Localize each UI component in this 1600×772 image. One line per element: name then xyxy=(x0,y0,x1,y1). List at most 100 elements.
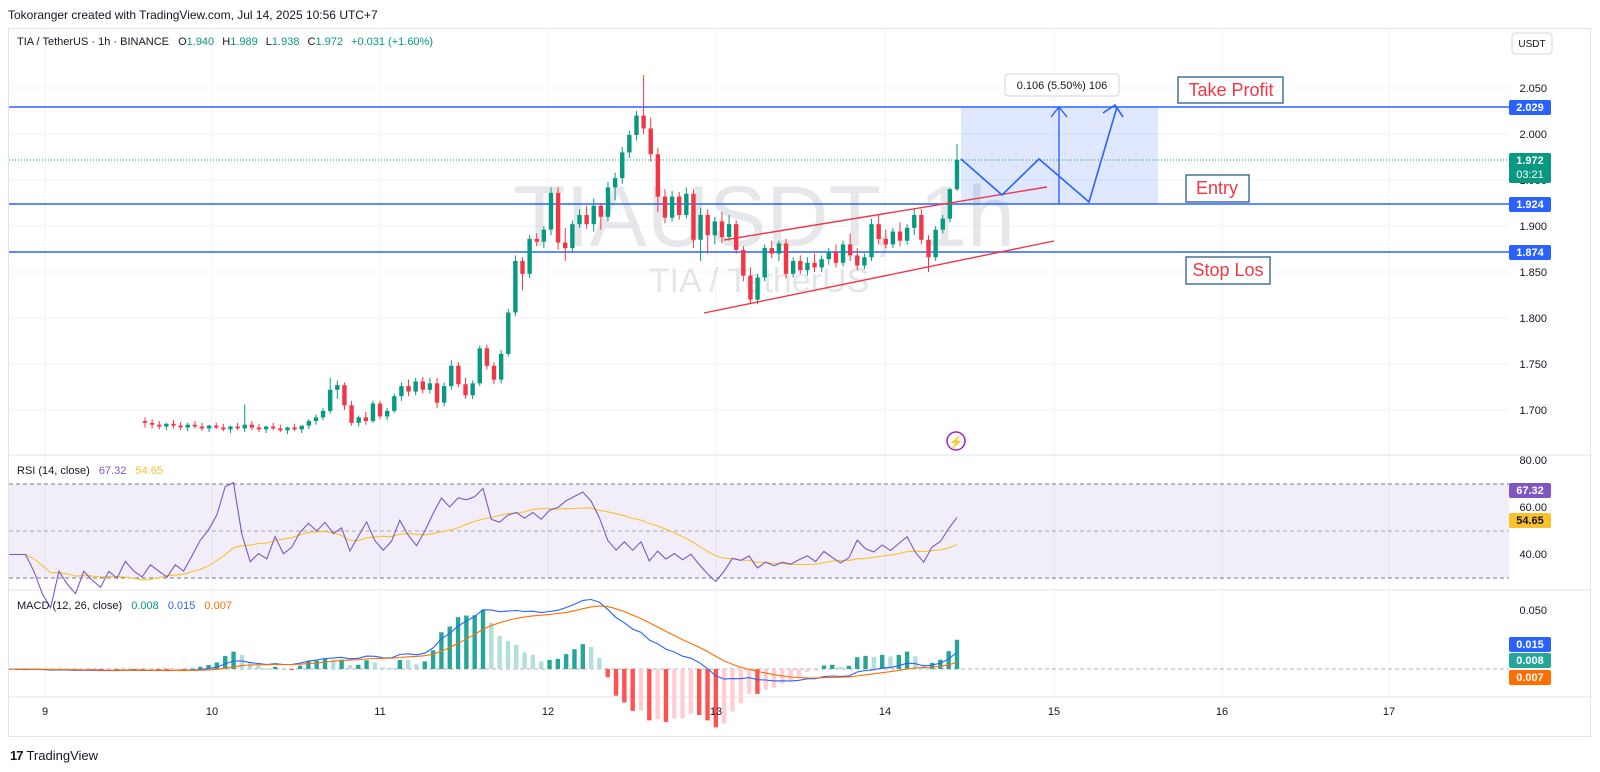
candle-body xyxy=(149,422,155,425)
candle-body xyxy=(769,248,775,254)
macd-histogram-bar xyxy=(672,669,677,719)
candle-body xyxy=(206,425,212,429)
rsi-line xyxy=(9,481,958,610)
macd-histogram-bar xyxy=(697,669,702,716)
take-profit-badge-text: 2.029 xyxy=(1516,102,1544,114)
candle-body xyxy=(933,229,938,258)
stop-loss-box[interactable] xyxy=(1185,256,1271,285)
macd-title: MACD (12, 26, close) 0.008 0.015 0.007 xyxy=(17,600,232,612)
macd-histogram-bar xyxy=(580,644,585,669)
candle-body xyxy=(463,384,468,396)
candle-body xyxy=(249,424,255,428)
rsi-ma-line xyxy=(9,507,958,581)
candles xyxy=(142,75,960,434)
time-tick-label: 15 xyxy=(1048,706,1060,718)
candle-body xyxy=(819,259,824,268)
candle-body xyxy=(271,426,276,429)
rsi-axis-80: 80.00 xyxy=(1519,455,1547,467)
candle-body xyxy=(142,421,148,423)
candle-body xyxy=(185,424,190,428)
time-tick-label: 13 xyxy=(710,706,722,718)
time-axis[interactable]: 9 10 11 12 13 14 15 16 17 xyxy=(42,706,1395,718)
candle-body xyxy=(456,365,461,385)
macd-histogram-bar xyxy=(954,639,960,669)
candle-body xyxy=(733,224,739,250)
candle-body xyxy=(548,192,554,230)
candle-body xyxy=(648,128,653,155)
candle-body xyxy=(605,187,611,217)
macd-histogram-bar xyxy=(123,669,128,670)
candle-body xyxy=(349,405,354,423)
candle-body xyxy=(798,260,803,271)
candle-body xyxy=(377,403,383,417)
macd-histogram-bar xyxy=(356,664,361,669)
candle-body xyxy=(705,214,710,236)
candle-body xyxy=(620,152,625,179)
macd-histogram-bar xyxy=(796,669,802,678)
macd-histogram-bar xyxy=(464,615,469,669)
take-profit-box[interactable] xyxy=(1177,76,1284,104)
chart-credit: Tokoranger created with TradingView.com,… xyxy=(8,8,378,22)
candle-body xyxy=(919,214,924,240)
candle-body xyxy=(520,260,525,274)
macd-histogram-bar xyxy=(256,665,261,669)
macd-histogram-bar xyxy=(364,660,369,669)
macd-histogram-bar xyxy=(405,660,411,669)
macd-histogram-bar xyxy=(630,669,635,711)
macd-histogram-bar xyxy=(214,662,220,669)
macd-histogram-bar xyxy=(705,669,710,721)
candle-body xyxy=(627,134,632,153)
macd-histogram-bar xyxy=(938,659,943,669)
rsi-value-badge xyxy=(1509,483,1551,498)
candle-body xyxy=(342,385,347,406)
macd-histogram-bar xyxy=(148,669,153,670)
tradingview-logo[interactable]: 17 TradingView xyxy=(10,748,98,763)
macd-histogram-bar xyxy=(139,669,145,670)
last-price-badge-text: 1.972 xyxy=(1516,155,1544,167)
candle-body xyxy=(712,221,718,236)
macd-histogram-bar xyxy=(231,651,236,669)
candle-body xyxy=(598,205,604,217)
macd-histogram-bar xyxy=(547,659,552,669)
macd-histogram-bar xyxy=(896,654,901,669)
signal-badge xyxy=(1509,670,1551,685)
macd-histogram-bar xyxy=(264,668,269,670)
macd-histogram-bar xyxy=(879,654,885,669)
entry-box[interactable] xyxy=(1185,174,1250,203)
channel-upper-line[interactable] xyxy=(723,186,1048,241)
macd-histogram-bar xyxy=(713,669,719,728)
chart-canvas[interactable]: TIAUSDT, 1h TIA / TetherUS 0.106 (5.50%)… xyxy=(6,29,1592,738)
candle-body xyxy=(869,224,874,258)
entry-badge xyxy=(1509,197,1551,212)
time-tick-label: 10 xyxy=(206,706,218,718)
candle-body xyxy=(427,383,433,390)
candle-body xyxy=(498,353,504,380)
channel-lower-line[interactable] xyxy=(703,240,1055,314)
hist-badge xyxy=(1509,653,1551,668)
macd-histogram-bar xyxy=(946,651,951,669)
macd-badge-text: 0.015 xyxy=(1516,639,1544,651)
candle-body xyxy=(399,386,404,397)
macd-histogram-bar xyxy=(131,669,136,670)
macd-histogram-bar xyxy=(597,657,602,669)
candle-body xyxy=(940,218,945,230)
candle-body xyxy=(157,424,162,427)
candle-body xyxy=(876,224,881,239)
currency-label: USDT xyxy=(1518,39,1545,50)
lightning-icon: ⚡ xyxy=(949,435,964,449)
macd-histogram-bar xyxy=(480,609,486,669)
macd-histogram-bar xyxy=(289,669,294,670)
event-icon[interactable] xyxy=(946,431,966,451)
candle-body xyxy=(484,348,490,366)
candle-body xyxy=(441,386,447,403)
tradingview-logo-icon: 17 xyxy=(10,748,24,763)
candle-body xyxy=(327,389,333,411)
entry-badge-text: 1.924 xyxy=(1516,199,1544,211)
currency-button[interactable] xyxy=(1511,32,1553,55)
macd-histogram-bar xyxy=(297,665,303,669)
signal-line xyxy=(9,605,958,679)
macd-histogram-bar xyxy=(106,669,111,671)
candle-body xyxy=(563,242,568,249)
measure-label: 0.106 (5.50%) 106 xyxy=(1017,80,1108,92)
